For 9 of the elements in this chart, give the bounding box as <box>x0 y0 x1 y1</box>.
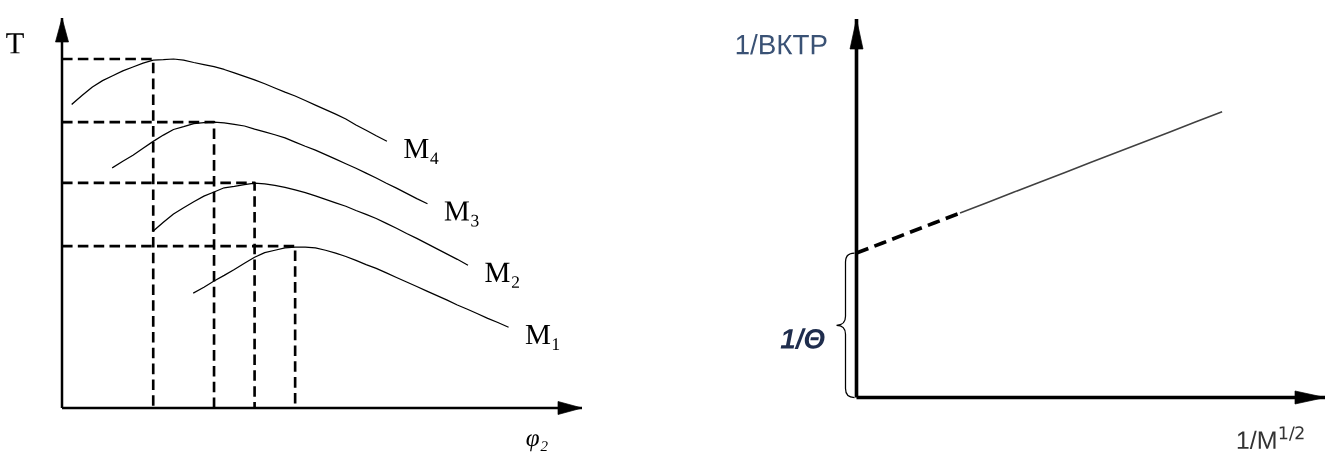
series-label: M₄ <box>404 138 439 164</box>
series-label: M₁ <box>525 324 560 350</box>
y-axis-title: 1/ВКТР <box>736 34 827 55</box>
y-axis-title: T <box>6 33 24 54</box>
series-label: M₂ <box>485 262 519 288</box>
x-axis-title: 1/M$^{1/2}$ <box>1237 426 1304 450</box>
series-label: M₃ <box>444 201 479 227</box>
x-axis-title: φ₂ <box>526 434 548 452</box>
text: 1/Θ <box>780 328 825 350</box>
